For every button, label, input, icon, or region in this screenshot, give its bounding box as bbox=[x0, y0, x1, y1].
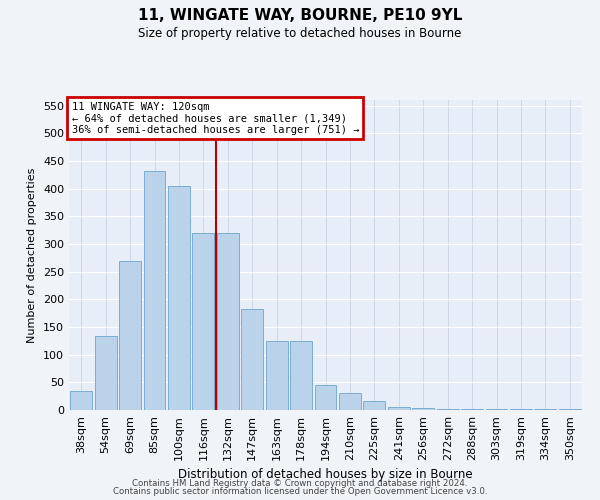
Bar bbox=[266, 341, 287, 410]
Bar bbox=[339, 394, 361, 410]
Text: Size of property relative to detached houses in Bourne: Size of property relative to detached ho… bbox=[139, 28, 461, 40]
Bar bbox=[412, 408, 434, 410]
Bar bbox=[168, 186, 190, 410]
Bar bbox=[143, 171, 166, 410]
Text: Contains HM Land Registry data © Crown copyright and database right 2024.: Contains HM Land Registry data © Crown c… bbox=[132, 478, 468, 488]
Bar bbox=[314, 384, 337, 410]
Bar bbox=[70, 390, 92, 410]
Bar bbox=[388, 407, 410, 410]
Text: Contains public sector information licensed under the Open Government Licence v3: Contains public sector information licen… bbox=[113, 487, 487, 496]
Bar bbox=[217, 233, 239, 410]
Text: 11, WINGATE WAY, BOURNE, PE10 9YL: 11, WINGATE WAY, BOURNE, PE10 9YL bbox=[138, 8, 462, 22]
Bar bbox=[290, 341, 312, 410]
Bar bbox=[241, 308, 263, 410]
Y-axis label: Number of detached properties: Number of detached properties bbox=[28, 168, 37, 342]
Bar bbox=[364, 400, 385, 410]
Bar bbox=[95, 336, 116, 410]
Bar bbox=[193, 233, 214, 410]
Text: 11 WINGATE WAY: 120sqm
← 64% of detached houses are smaller (1,349)
36% of semi-: 11 WINGATE WAY: 120sqm ← 64% of detached… bbox=[71, 102, 359, 134]
Bar bbox=[119, 260, 141, 410]
X-axis label: Distribution of detached houses by size in Bourne: Distribution of detached houses by size … bbox=[178, 468, 473, 481]
